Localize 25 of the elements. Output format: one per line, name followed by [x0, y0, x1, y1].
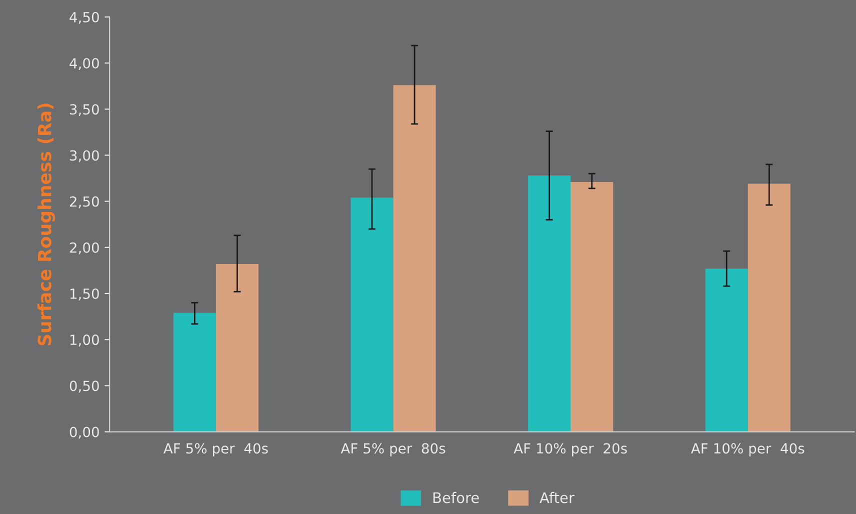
bar: [350, 198, 394, 432]
y-tick-label: 3,00: [70, 150, 99, 162]
bar: [173, 312, 216, 432]
bar: [705, 268, 748, 432]
bar: [570, 182, 614, 432]
y-axis-title: Surface Roughness (Ra): [37, 104, 56, 346]
x-tick-label: AF 5% per 40s: [163, 443, 268, 456]
bar: [528, 176, 571, 432]
y-tick-label: 4,50: [70, 12, 99, 24]
bar: [748, 184, 790, 432]
y-tick-label: 0,00: [70, 426, 99, 439]
x-tick-label: AF 5% per 80s: [340, 443, 446, 456]
bar: [393, 85, 436, 432]
y-tick-label: 1,50: [70, 288, 99, 300]
legend-label: After: [540, 492, 574, 504]
legend-label: Before: [433, 492, 479, 504]
y-tick-label: 1,00: [70, 334, 99, 346]
y-tick-label: 0,50: [70, 380, 99, 393]
y-tick-label: 2,50: [70, 196, 99, 208]
x-tick-label: AF 10% per 20s: [514, 443, 627, 456]
y-tick-label: 2,00: [70, 242, 99, 254]
bar: [216, 264, 259, 432]
y-tick-label: 4,00: [70, 58, 99, 70]
y-tick-label: 3,50: [70, 104, 99, 116]
x-tick-label: AF 10% per 40s: [691, 443, 804, 456]
